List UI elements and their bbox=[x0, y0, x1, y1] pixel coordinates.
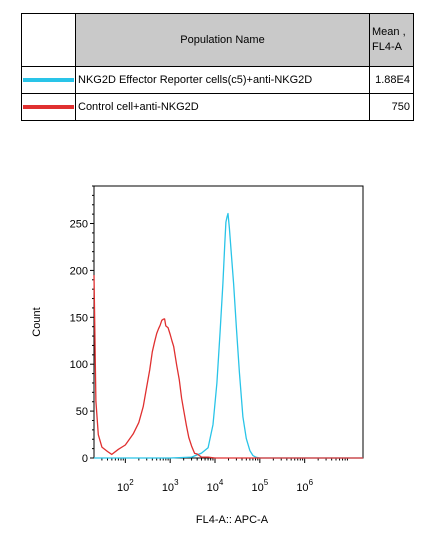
legend-row-effector: NKG2D Effector Reporter cells(c5)+anti-N… bbox=[21, 66, 414, 94]
legend-name-control: Control cell+anti-NKG2D bbox=[75, 93, 370, 121]
legend-swatch-control bbox=[21, 93, 76, 121]
mean-header: Mean , FL4-A bbox=[369, 13, 414, 67]
y-tick-label: 50 bbox=[76, 406, 88, 418]
y-tick-label: 0 bbox=[82, 453, 88, 465]
population-legend-table: Population Name Mean , FL4-A NKG2D Effec… bbox=[21, 13, 414, 121]
y-tick-label: 100 bbox=[70, 359, 88, 371]
legend-header-row: Population Name Mean , FL4-A bbox=[21, 13, 414, 67]
legend-mean-effector: 1.88E4 bbox=[369, 66, 414, 94]
y-tick-label: 250 bbox=[70, 219, 88, 231]
mean-header-line1: Mean , bbox=[372, 26, 406, 38]
legend-header-swatch-cell bbox=[21, 13, 76, 67]
mean-header-line2: FL4-A bbox=[372, 41, 402, 53]
legend-swatch-line-control bbox=[23, 105, 74, 109]
x-tick-label: 105 bbox=[251, 478, 268, 494]
x-tick-label: 102 bbox=[117, 478, 134, 494]
series-layer bbox=[93, 212, 363, 459]
legend-swatch-line-effector bbox=[23, 78, 74, 82]
histogram-line-effector bbox=[94, 212, 363, 459]
population-name-header: Population Name bbox=[75, 13, 370, 67]
x-tick-label: 106 bbox=[296, 478, 313, 494]
x-tick-label: 103 bbox=[162, 478, 179, 494]
y-axis-label: Count bbox=[31, 307, 43, 336]
y-tick-label: 200 bbox=[70, 265, 88, 277]
histogram-line-control bbox=[93, 275, 363, 459]
legend-mean-control: 750 bbox=[369, 93, 414, 121]
axes-layer: 0 50 100 150 200 250 102 103 104 105 106 bbox=[70, 185, 364, 494]
plot-frame bbox=[93, 185, 364, 459]
x-axis-label: FL4-A:: APC-A bbox=[196, 514, 269, 526]
legend-row-control: Control cell+anti-NKG2D 750 bbox=[21, 93, 414, 121]
x-tick-label: 104 bbox=[207, 478, 224, 494]
y-tick-label: 150 bbox=[70, 312, 88, 324]
